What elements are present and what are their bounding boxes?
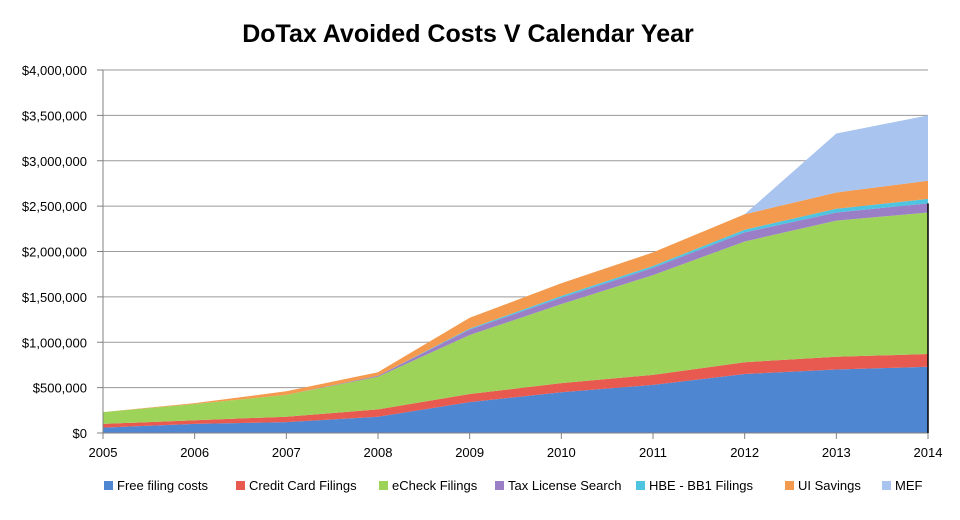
- legend-swatch-echeck-filings: [379, 481, 388, 490]
- x-tick-label: 2013: [822, 445, 851, 460]
- legend-swatch-hbe-bb1-filings: [636, 481, 645, 490]
- y-tick-label: $3,000,000: [22, 154, 87, 169]
- legend-swatch-free-filing-costs: [104, 481, 113, 490]
- x-tick-label: 2014: [914, 445, 943, 460]
- legend-label-tax-license-search: Tax License Search: [508, 478, 621, 493]
- x-tick-label: 2005: [89, 445, 118, 460]
- y-tick-label: $3,500,000: [22, 108, 87, 123]
- legend-swatch-ui-savings: [785, 481, 794, 490]
- y-tick-label: $1,000,000: [22, 335, 87, 350]
- legend-label-hbe-bb1-filings: HBE - BB1 Filings: [649, 478, 754, 493]
- grid-layer: [103, 69, 928, 389]
- y-tick-label: $0: [73, 426, 87, 441]
- x-tick-label: 2009: [455, 445, 484, 460]
- y-tick-label: $4,000,000: [22, 63, 87, 78]
- y-tick-label: $2,000,000: [22, 245, 87, 260]
- legend-label-echeck-filings: eCheck Filings: [392, 478, 478, 493]
- legend-swatch-mef: [882, 481, 891, 490]
- y-tick-label: $1,500,000: [22, 290, 87, 305]
- area-free-filing-costs: [103, 366, 928, 433]
- legend-swatch-credit-card-filings: [236, 481, 245, 490]
- x-tick-label: 2008: [364, 445, 393, 460]
- y-tick-label: $500,000: [33, 381, 87, 396]
- axis-layer: $0 $500,000 $1,000,000 $1,500,000 $2,000,000…: [22, 63, 943, 460]
- x-tick-label: 2011: [639, 445, 667, 460]
- legend-label-credit-card-filings: Credit Card Filings: [249, 478, 357, 493]
- legend-swatch-tax-license-search: [495, 481, 504, 490]
- area-mef: [103, 115, 928, 413]
- x-tick-label: 2012: [730, 445, 759, 460]
- x-tick-label: 2006: [180, 445, 209, 460]
- legend: Free filing costs Credit Card Filings eChe…: [104, 478, 923, 493]
- chart-title: DoTax Avoided Costs V Calendar Year: [242, 20, 694, 48]
- legend-label-mef: MEF: [895, 478, 923, 493]
- area-credit-card-filings: [103, 354, 928, 428]
- legend-label-free-filing-costs: Free filing costs: [117, 478, 209, 493]
- area-layer: [103, 115, 928, 433]
- x-tick-label: 2010: [547, 445, 576, 460]
- area-echeck-filings: [103, 212, 928, 424]
- x-tick-label: 2007: [272, 445, 301, 460]
- legend-label-ui-savings: UI Savings: [798, 478, 861, 493]
- area-ui-savings: [103, 180, 928, 413]
- y-tick-label: $2,500,000: [22, 199, 87, 214]
